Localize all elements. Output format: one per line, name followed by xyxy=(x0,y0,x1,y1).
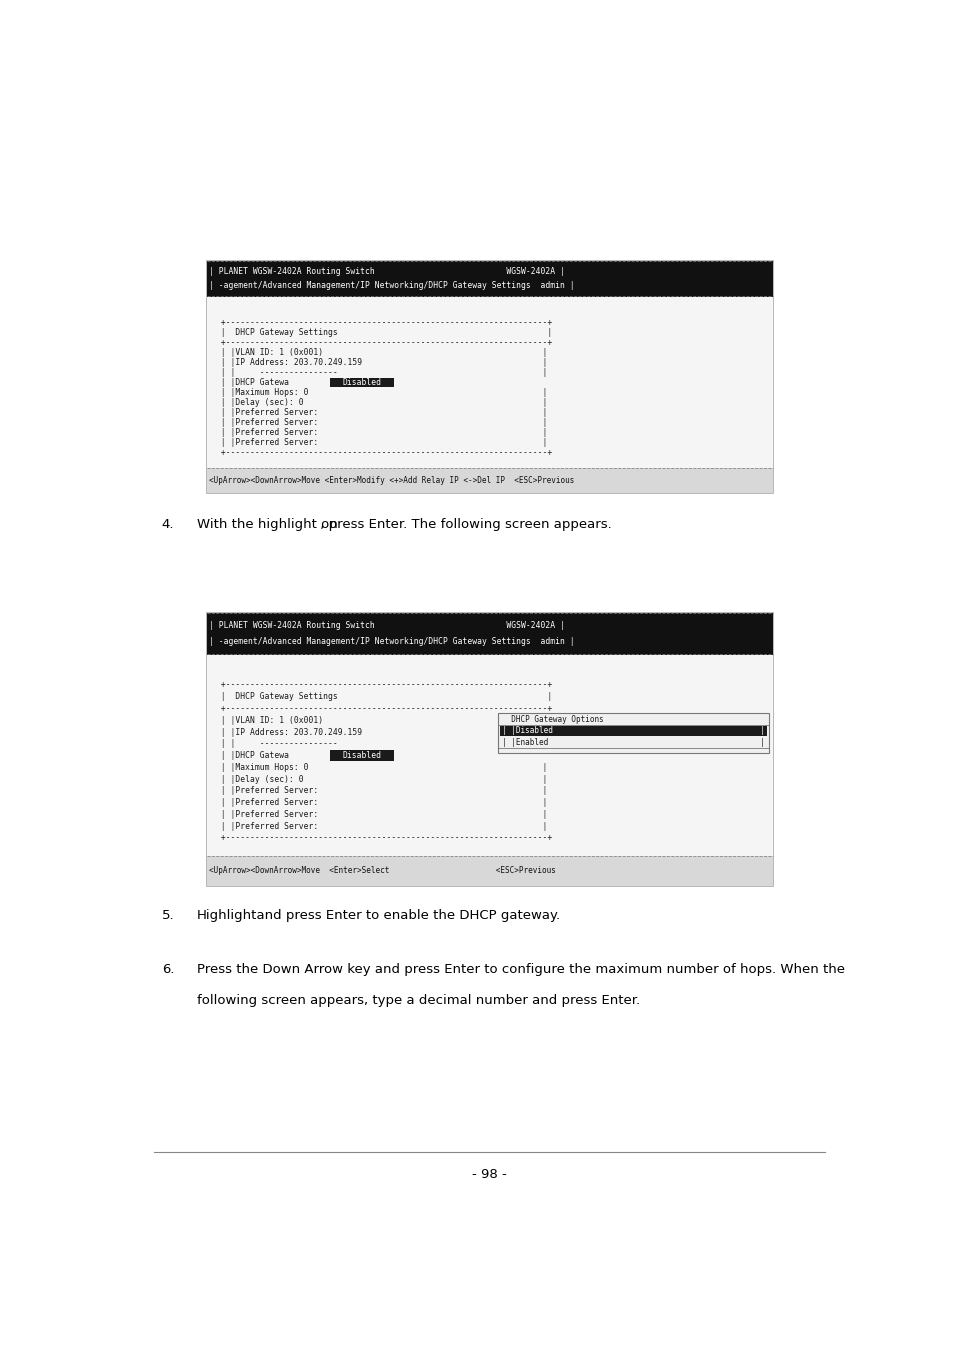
Text: +------------------------------------------------------------------+: +---------------------------------------… xyxy=(211,704,552,713)
Text: | |DHCP Gatewa: | |DHCP Gatewa xyxy=(211,378,289,386)
Text: | |Preferred Server:                                              |: | |Preferred Server: | xyxy=(211,798,546,807)
Text: | PLANET WGSW-2402A Routing Switch                           WGSW-2402A |: | PLANET WGSW-2402A Routing Switch WGSW-… xyxy=(209,267,564,276)
Text: and press Enter to enable the DHCP gateway.: and press Enter to enable the DHCP gatew… xyxy=(196,909,559,921)
Text: | |DHCP Gatewa: | |DHCP Gatewa xyxy=(211,751,289,761)
Text: +------------------------------------------------------------------+: +---------------------------------------… xyxy=(211,681,552,689)
Text: | |VLAN ID: 1 (0x001)                                             |: | |VLAN ID: 1 (0x001) | xyxy=(211,716,546,724)
Text: +------------------------------------------------------------------+: +---------------------------------------… xyxy=(211,449,552,457)
Text: 4.: 4. xyxy=(162,517,174,531)
Text: | |Maximum Hops: 0                                                |: | |Maximum Hops: 0 | xyxy=(211,388,546,397)
Text: | |Preferred Server:                                              |: | |Preferred Server: | xyxy=(211,408,546,417)
Text: Disabled: Disabled xyxy=(342,751,381,761)
Text: | -agement/Advanced Management/IP Networking/DHCP Gateway Settings  admin |: | -agement/Advanced Management/IP Networ… xyxy=(209,281,574,289)
Text: | |     ----------------                                          |: | | ---------------- | xyxy=(211,739,546,748)
Bar xyxy=(207,261,772,493)
Text: | |Preferred Server:                                              |: | |Preferred Server: | xyxy=(211,821,546,831)
Text: <UpArrow><DownArrow>Move  <Enter>Select                       <ESC>Previous: <UpArrow><DownArrow>Move <Enter>Select <… xyxy=(209,866,556,875)
Text: +------------------------------------------------------------------+: +---------------------------------------… xyxy=(211,834,552,843)
Text: | PLANET WGSW-2402A Routing Switch                           WGSW-2402A |: | PLANET WGSW-2402A Routing Switch WGSW-… xyxy=(209,620,564,630)
Text: | -agement/Advanced Management/IP Networking/DHCP Gateway Settings  admin |: | -agement/Advanced Management/IP Networ… xyxy=(209,636,574,646)
Text: |  DHCP Gateway Settings                                           |: | DHCP Gateway Settings | xyxy=(211,692,552,701)
Bar xyxy=(207,655,772,855)
Text: | |Delay (sec): 0                                                 |: | |Delay (sec): 0 | xyxy=(211,774,546,784)
Text: | |Preferred Server:                                              |: | |Preferred Server: | xyxy=(211,417,546,427)
Text: 6.: 6. xyxy=(162,963,174,975)
Text: Highlight: Highlight xyxy=(196,909,257,921)
Bar xyxy=(497,713,768,754)
Bar xyxy=(207,612,772,886)
Text: DHCP Gateway Options: DHCP Gateway Options xyxy=(501,715,613,724)
Bar xyxy=(207,612,772,655)
Text: | |Disabled: | |Disabled xyxy=(501,727,553,735)
Bar xyxy=(207,261,772,297)
Text: | |Preferred Server:                                              |: | |Preferred Server: | xyxy=(211,809,546,819)
Text: Press the Down Arrow key and press Enter to configure the maximum number of hops: Press the Down Arrow key and press Enter… xyxy=(196,963,843,975)
Text: |: | xyxy=(760,738,764,747)
Text: <UpArrow><DownArrow>Move <Enter>Modify <+>Add Relay IP <->Del IP  <ESC>Previous: <UpArrow><DownArrow>Move <Enter>Modify <… xyxy=(209,476,574,485)
Text: , press Enter. The following screen appears.: , press Enter. The following screen appe… xyxy=(196,517,611,531)
Text: | |Preferred Server:                                              |: | |Preferred Server: | xyxy=(211,786,546,796)
Text: | |Delay (sec): 0                                                 |: | |Delay (sec): 0 | xyxy=(211,397,546,407)
Text: | |Preferred Server:                                              |: | |Preferred Server: | xyxy=(211,438,546,447)
Text: 5.: 5. xyxy=(162,909,174,921)
Text: | |IP Address: 203.70.249.159                                     |: | |IP Address: 203.70.249.159 | xyxy=(211,358,546,366)
Text: | |VLAN ID: 1 (0x001)                                             |: | |VLAN ID: 1 (0x001) | xyxy=(211,347,546,357)
Text: With the highlight on: With the highlight on xyxy=(196,517,337,531)
Text: | |IP Address: 203.70.249.159                                     |: | |IP Address: 203.70.249.159 | xyxy=(211,727,546,736)
Text: +------------------------------------------------------------------+: +---------------------------------------… xyxy=(211,317,552,327)
Bar xyxy=(207,297,772,467)
Text: - 98 -: - 98 - xyxy=(471,1169,506,1181)
Bar xyxy=(330,750,394,761)
Text: | |Maximum Hops: 0                                                |: | |Maximum Hops: 0 | xyxy=(211,763,546,771)
Text: |  DHCP Gateway Settings                                           |: | DHCP Gateway Settings | xyxy=(211,328,552,336)
Text: +------------------------------------------------------------------+: +---------------------------------------… xyxy=(211,338,552,347)
Text: Disabled: Disabled xyxy=(342,378,381,386)
Text: | |     ----------------                                          |: | | ---------------- | xyxy=(211,367,546,377)
Text: | |Enabled: | |Enabled xyxy=(501,738,548,747)
Bar xyxy=(207,467,772,493)
Bar xyxy=(207,855,772,886)
Bar xyxy=(499,725,766,736)
Text: | |Preferred Server:                                              |: | |Preferred Server: | xyxy=(211,428,546,436)
Bar xyxy=(330,378,394,386)
Text: following screen appears, type a decimal number and press Enter.: following screen appears, type a decimal… xyxy=(196,994,639,1006)
Text: |: | xyxy=(760,727,764,735)
